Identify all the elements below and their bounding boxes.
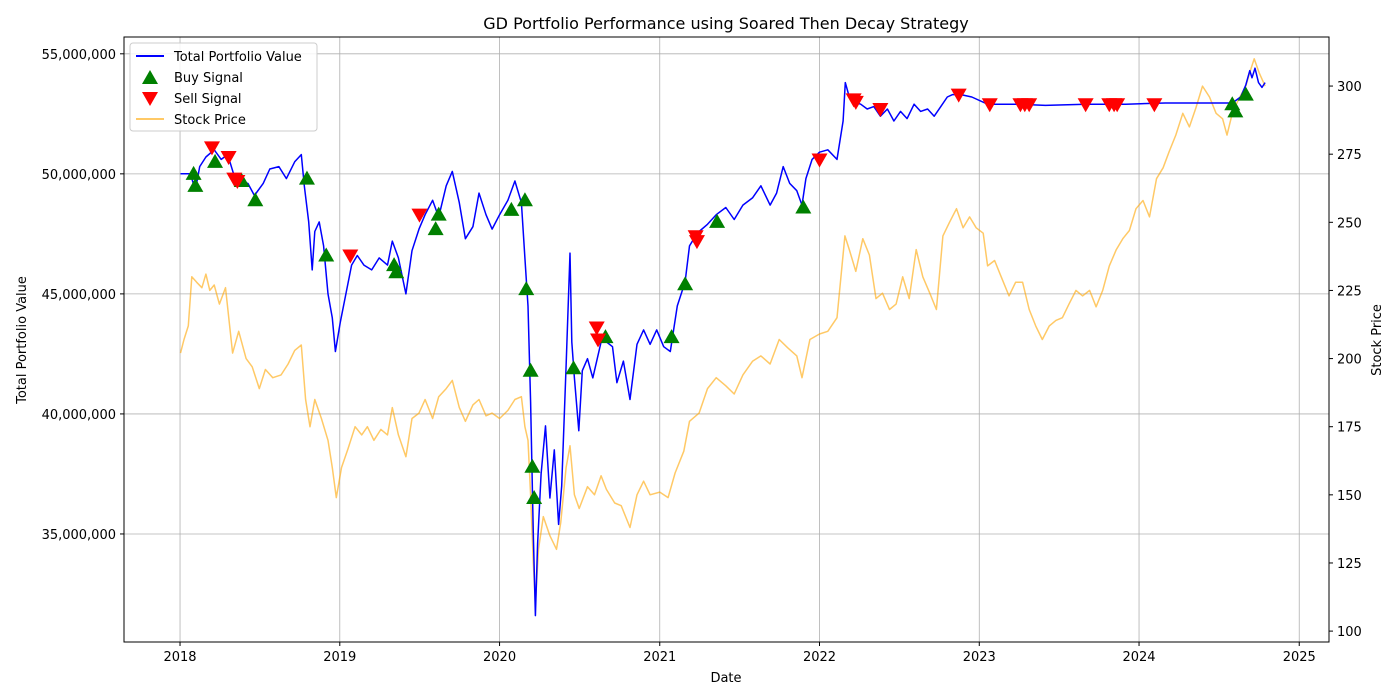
plot-frame	[123, 36, 1330, 643]
sell-signal-marker	[229, 175, 246, 190]
sell-signal-marker	[847, 95, 864, 110]
buy-signal-marker	[1227, 103, 1244, 118]
x-tick-label: 2019	[323, 650, 356, 665]
buy-signal-marker	[185, 165, 202, 180]
sell-signal-marker	[590, 333, 607, 348]
portfolio-layer	[180, 67, 1266, 617]
signal-markers	[185, 86, 1254, 504]
x-tick-label: 2021	[643, 650, 676, 665]
y2-axis-ticks: 100 125 150 175 200 225 250 275 300	[1329, 80, 1362, 640]
y2-tick-label: 250	[1337, 216, 1362, 231]
x-tick-label: 2020	[483, 650, 516, 665]
y-tick-label: 50,000,000	[42, 168, 116, 183]
legend-buy-label: Buy Signal	[174, 71, 243, 86]
buy-signal-marker	[503, 201, 520, 216]
x-tick-label: 2018	[163, 650, 196, 665]
buy-signal-marker	[526, 489, 543, 504]
y-tick-label: 35,000,000	[42, 528, 116, 543]
buy-signal-marker	[388, 264, 405, 279]
y2-tick-label: 175	[1337, 421, 1362, 436]
y2-axis-label: Stock Price	[1370, 304, 1385, 376]
buy-signal-marker	[709, 213, 726, 228]
portfolio-value-line	[180, 67, 1266, 617]
legend-stock-label: Stock Price	[174, 113, 246, 128]
y2-tick-label: 200	[1337, 353, 1362, 368]
sell-signal-marker	[1077, 98, 1094, 113]
sell-signal-marker	[1021, 98, 1038, 113]
buy-signal-marker	[427, 221, 444, 236]
y2-tick-label: 275	[1337, 148, 1362, 163]
buy-signal-marker	[318, 247, 335, 262]
legend-box	[129, 42, 318, 132]
sell-signal-marker	[950, 88, 967, 103]
buy-signal-marker	[1237, 86, 1254, 101]
buy-signal-marker	[677, 276, 694, 291]
x-tick-label: 2022	[803, 650, 836, 665]
stock-price-line	[179, 58, 1266, 605]
y-axis-label: Total Portfolio Value	[15, 276, 30, 405]
buy-signal-marker	[430, 206, 447, 221]
y2-tick-label: 300	[1337, 80, 1362, 95]
buy-signal-marker	[565, 360, 582, 375]
x-tick-label: 2023	[963, 650, 996, 665]
y-tick-label: 55,000,000	[42, 48, 116, 63]
x-axis-ticks: 2018 2019 2020 2021 2022 2023 2024 2025	[163, 642, 1316, 665]
buy-signal-marker	[298, 170, 315, 185]
y2-tick-label: 225	[1337, 284, 1362, 299]
x-axis-label: Date	[710, 671, 741, 686]
y2-tick-label: 125	[1337, 557, 1362, 572]
sell-signal-marker	[1109, 98, 1126, 113]
stock-price-layer	[179, 58, 1266, 605]
buy-signal-marker	[247, 192, 264, 207]
buy-signal-marker	[187, 177, 204, 192]
y2-tick-label: 100	[1337, 625, 1362, 640]
buy-signal-marker	[524, 458, 541, 473]
y2-tick-label: 150	[1337, 489, 1362, 504]
sell-signal-marker	[411, 208, 428, 223]
sell-signal-marker	[1146, 98, 1163, 113]
legend-sell-label: Sell Signal	[174, 92, 242, 107]
sell-signal-marker	[342, 249, 359, 264]
buy-signal-marker	[522, 362, 539, 377]
x-tick-label: 2024	[1122, 650, 1155, 665]
legend-sell-swatch	[142, 92, 158, 106]
buy-signal-marker	[518, 281, 535, 296]
x-tick-label: 2025	[1283, 650, 1316, 665]
legend: Total Portfolio Value Buy Signal Sell Si…	[129, 42, 318, 132]
chart-title: GD Portfolio Performance using Soared Th…	[483, 14, 968, 33]
y-axis-ticks: 35,000,000 40,000,000 45,000,000 50,000,000…	[42, 48, 124, 543]
buy-signal-marker	[516, 192, 533, 207]
y-tick-label: 40,000,000	[42, 408, 116, 423]
grid	[124, 37, 1329, 642]
sell-signal-marker	[872, 103, 889, 118]
legend-portfolio-label: Total Portfolio Value	[173, 50, 302, 65]
y-tick-label: 45,000,000	[42, 288, 116, 303]
sell-signal-marker	[811, 153, 828, 168]
buy-signal-marker	[795, 199, 812, 214]
sell-signal-marker	[220, 151, 237, 166]
sell-signal-marker	[203, 141, 220, 156]
legend-buy-swatch	[142, 70, 158, 84]
sell-signal-marker	[981, 98, 998, 113]
sell-signal-marker	[588, 321, 605, 336]
sell-signal-marker	[688, 235, 705, 250]
buy-signal-marker	[207, 153, 224, 168]
buy-signal-marker	[663, 329, 680, 344]
